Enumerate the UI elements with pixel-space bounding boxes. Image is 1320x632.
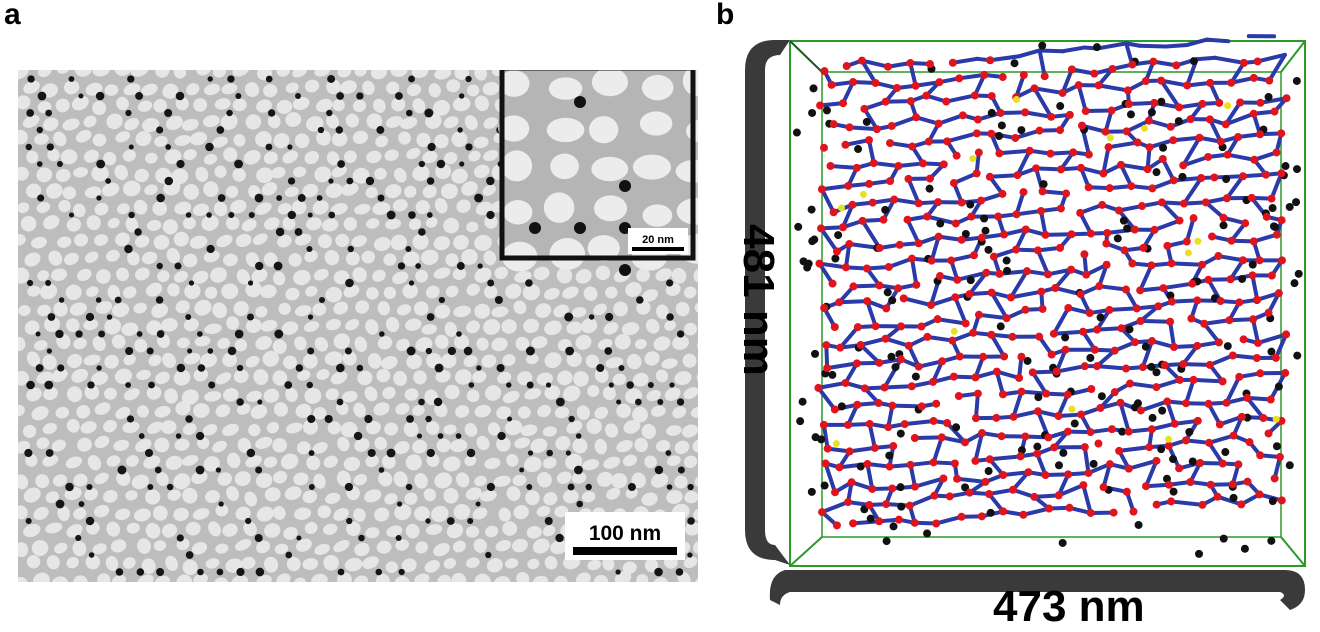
height-label: 481 nm [733,224,783,376]
width-label: 473 nm [993,582,1145,632]
